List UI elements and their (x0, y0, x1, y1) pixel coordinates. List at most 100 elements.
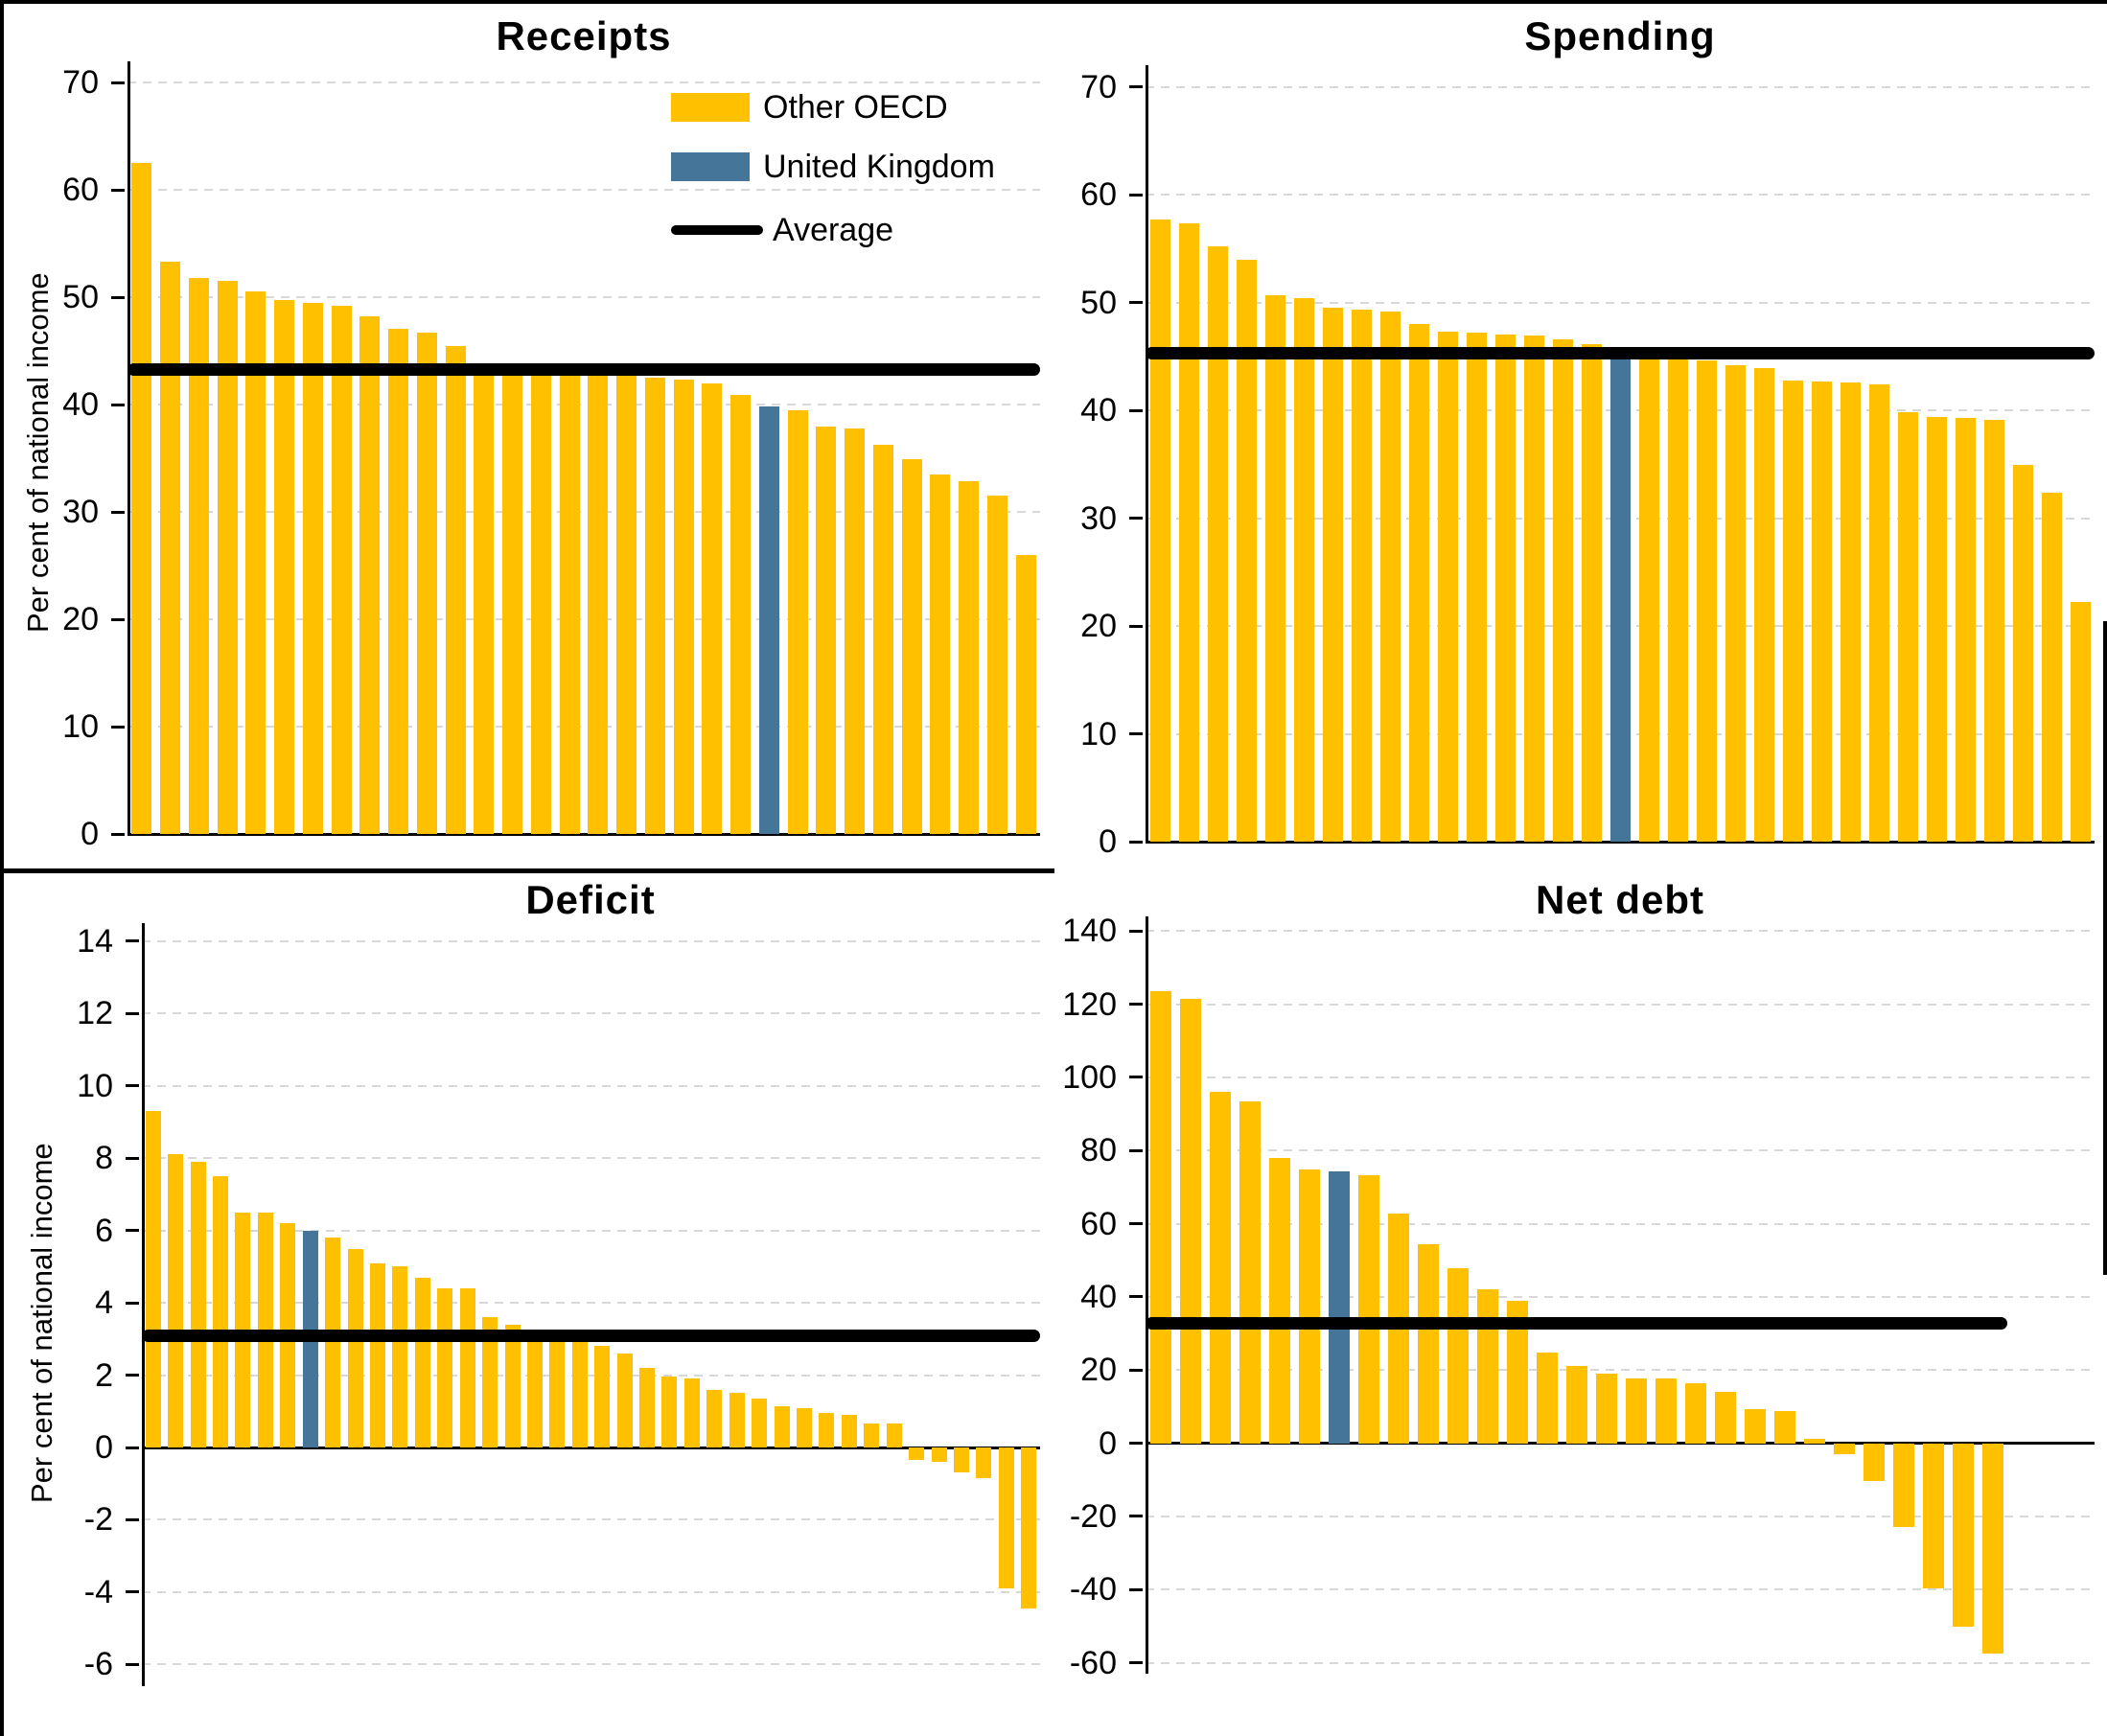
netdebt-bar-22 (1774, 1410, 1795, 1444)
receipts-bar-14 (502, 370, 522, 834)
netdebt-tick-80 (1129, 1148, 1143, 1152)
receipts-bar-13 (474, 363, 494, 834)
spending-bar-22 (1754, 368, 1774, 842)
receipts-gridline-70 (127, 81, 1040, 84)
netdebt-plot: -60 -40 -20 0 20 40 60 80 100 120 140 (1062, 914, 2095, 1679)
deficit-bar-3 (191, 1161, 206, 1447)
deficit-tick-label-6: 6 (95, 1212, 113, 1249)
receipts-tick-label-20: 20 (62, 601, 99, 638)
deficit-bar-31 (819, 1413, 834, 1447)
netdebt-bar-1 (1150, 991, 1171, 1444)
deficit-bar-16 (482, 1317, 498, 1447)
spending-tick-label-50: 50 (1080, 284, 1117, 321)
spending-bar-1 (1150, 219, 1170, 842)
deficit-tick--6 (126, 1662, 139, 1666)
receipts-yaxis-caption: Per cent of national income (21, 272, 55, 633)
receipts-bar-1 (131, 163, 151, 834)
receipts-tick-0 (111, 832, 125, 836)
receipts-tick-10 (111, 725, 125, 729)
deficit-title: Deficit (525, 877, 656, 922)
deficit-tick-label-12: 12 (77, 995, 113, 1032)
deficit-tick-label--6: -6 (83, 1646, 113, 1683)
divider-left-panels (0, 868, 1054, 873)
deficit-gridline-8 (142, 1157, 1040, 1160)
netdebt-tick-label-120: 120 (1062, 985, 1117, 1023)
spending-bar-18 (1639, 354, 1659, 842)
spending-bar-31 (2013, 465, 2033, 842)
deficit-tick-12 (126, 1011, 139, 1015)
receipts-bar-9 (359, 316, 380, 834)
receipts-bar-5 (245, 290, 266, 834)
spending-tick-label-20: 20 (1080, 608, 1117, 644)
deficit-bar-13 (415, 1277, 430, 1447)
spending-bar-14 (1524, 336, 1544, 842)
netdebt-tick-label--20: -20 (1069, 1497, 1117, 1535)
deficit-bar-32 (842, 1415, 857, 1447)
deficit-bar-11 (370, 1262, 385, 1447)
deficit-gridline--6 (142, 1663, 1040, 1666)
deficit-bar-35 (909, 1447, 924, 1461)
netdebt-tick-label-0: 0 (1099, 1424, 1117, 1462)
other-oecd-swatch-icon (671, 93, 750, 122)
deficit-bar-25 (684, 1378, 700, 1447)
netdebt-gridline-120 (1146, 1003, 2095, 1006)
netdebt-average-line (1146, 1317, 2007, 1330)
spending-tick-10 (1129, 732, 1143, 735)
receipts-gridline-60 (127, 189, 1040, 192)
deficit-bar-29 (775, 1405, 790, 1447)
deficit-zero-axis-line (142, 1446, 1040, 1449)
receipts-bar-20 (674, 380, 694, 834)
border-top (0, 0, 2107, 4)
receipts-bar-32 (1016, 554, 1036, 834)
spending-bar-4 (1237, 259, 1257, 842)
netdebt-bar-19 (1685, 1382, 1706, 1444)
netdebt-tick-label-100: 100 (1062, 1058, 1117, 1096)
netdebt-tick-140 (1129, 929, 1143, 933)
deficit-bar-27 (729, 1393, 745, 1447)
legend-other-oecd-label: Other OECD (763, 88, 948, 126)
receipts-tick-label-10: 10 (62, 708, 99, 746)
receipts-bar-8 (332, 306, 352, 834)
receipts-bar-27 (873, 444, 893, 834)
receipts-gridline-10 (127, 726, 1040, 729)
receipts-bar-25 (816, 426, 836, 834)
deficit-bar-19 (549, 1335, 565, 1447)
deficit-bar-18 (527, 1331, 543, 1447)
spending-tick-label-40: 40 (1080, 392, 1117, 428)
netdebt-bar-18 (1656, 1377, 1677, 1444)
spending-bar-10 (1409, 324, 1429, 842)
spending-plot: 0 10 20 30 40 50 60 70 (1080, 65, 2095, 858)
deficit-tick-0 (126, 1446, 139, 1449)
spending-bar-24 (1812, 381, 1832, 842)
netdebt-gridline-140 (1146, 930, 2095, 933)
netdebt-bar-11 (1447, 1267, 1469, 1444)
netdebt-bar-13 (1507, 1301, 1528, 1444)
receipts-bar-15 (531, 371, 551, 834)
spending-tick-label-0: 0 (1099, 823, 1117, 860)
deficit-gridline-14 (142, 939, 1040, 942)
border-left (0, 0, 4, 1736)
deficit-bar-12 (392, 1266, 407, 1447)
netdebt-bar-27 (1923, 1443, 1944, 1589)
deficit-tick-label-2: 2 (95, 1356, 113, 1394)
spending-tick-40 (1129, 408, 1143, 412)
deficit-gridline-6 (142, 1229, 1040, 1232)
deficit-tick--2 (126, 1517, 139, 1521)
receipts-bar-31 (987, 496, 1007, 834)
legend-item-other-oecd: Other OECD (671, 88, 948, 126)
spending-gridline-70 (1146, 85, 2095, 88)
netdebt-bar-25 (1864, 1443, 1885, 1482)
receipts-bar-6 (274, 299, 294, 834)
netdebt-gridline-80 (1146, 1149, 2095, 1152)
receipts-tick-label-30: 30 (62, 494, 99, 531)
deficit-gridline-12 (142, 1012, 1040, 1015)
receipts-bar-11 (417, 333, 437, 834)
spending-bar-29 (1956, 417, 1976, 842)
spending-zero-axis-line (1146, 840, 2095, 844)
deficit-bar-36 (932, 1447, 947, 1463)
deficit-tick-label-0: 0 (95, 1429, 113, 1466)
receipts-title: Receipts (496, 13, 672, 58)
netdebt-tick-label-40: 40 (1080, 1278, 1117, 1315)
receipts-tick-70 (111, 81, 125, 84)
